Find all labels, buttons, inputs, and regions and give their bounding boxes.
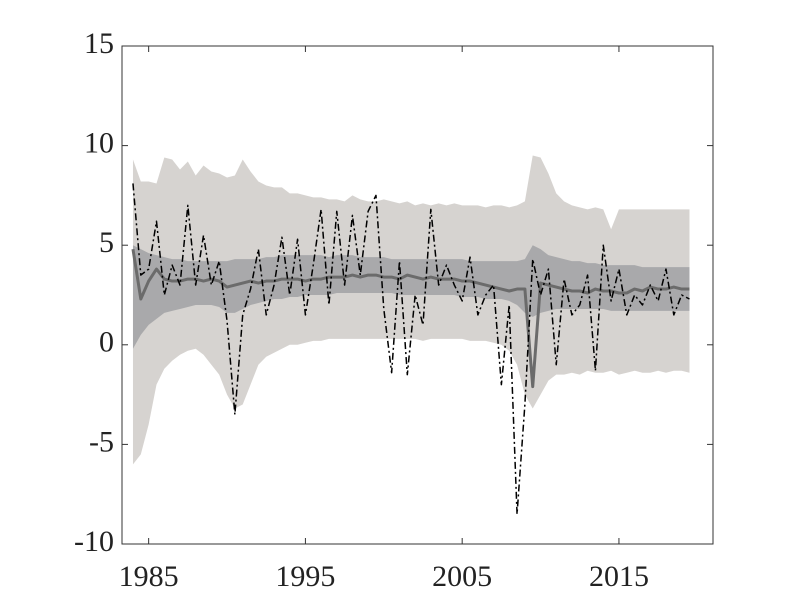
series-line bbox=[132, 183, 690, 515]
y-tick-label: -10 bbox=[74, 525, 114, 558]
x-tick-label: 2005 bbox=[432, 560, 492, 593]
x-tick-label: 1985 bbox=[119, 560, 179, 593]
y-tick-label: 0 bbox=[99, 326, 114, 359]
y-tick-label: 15 bbox=[84, 27, 114, 60]
x-tick-label: 2015 bbox=[589, 560, 649, 593]
series-line bbox=[131, 248, 690, 389]
y-tick-label: 10 bbox=[84, 126, 114, 159]
x-tick-label: 1995 bbox=[275, 560, 335, 593]
plot-frame bbox=[121, 45, 714, 545]
band bbox=[132, 245, 690, 349]
y-tick-label: -5 bbox=[89, 425, 114, 458]
band bbox=[132, 155, 690, 465]
y-tick-label: 5 bbox=[99, 226, 114, 259]
